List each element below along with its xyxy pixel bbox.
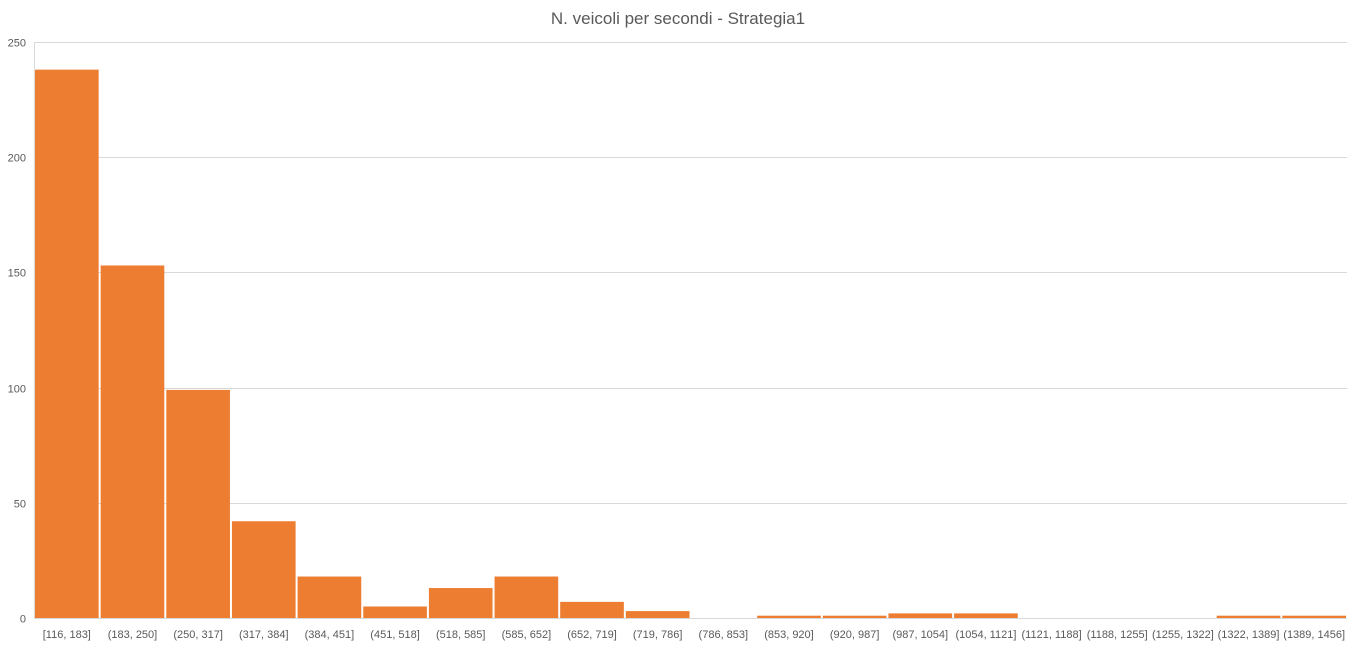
x-tick-label: (1188, 1255] [1087,629,1148,641]
bar [363,606,427,618]
bar [494,576,559,618]
x-tick-label: (451, 518] [370,629,420,641]
bar [1216,615,1281,618]
y-tick-label: 150 [8,268,26,280]
bar [428,588,493,618]
y-tick-label: 200 [8,153,26,165]
x-tick-label: (384, 451] [305,629,355,641]
x-tick-label: (719, 786] [633,629,683,641]
x-tick-label: (1322, 1389] [1218,629,1280,641]
x-tick-label: (518, 585] [436,629,486,641]
bar [231,521,296,618]
y-tick-labels: 0 50 100 150 200 250 [8,38,26,626]
bar [954,613,1018,618]
x-tick-label: (652, 719] [567,629,617,641]
x-tick-label: (786, 853] [699,629,749,641]
x-tick-label: (1054, 1121] [955,629,1016,641]
bar [297,576,362,618]
axes [34,42,1347,619]
x-tick-label: (1121, 1188] [1022,629,1082,641]
x-tick-label: (1389, 1456] [1283,629,1345,641]
bar [560,601,624,618]
x-tick-label: (250, 317] [173,629,223,641]
y-tick-label: 100 [8,384,26,396]
y-tick-label: 50 [14,499,26,511]
chart-title: N. veicoli per secondi - Strategia1 [550,9,806,28]
x-tick-label: (317, 384] [239,629,289,641]
bar [166,389,230,618]
x-tick-label: (1255, 1322] [1152,629,1214,641]
bar [888,613,953,618]
x-tick-label: (183, 250] [108,629,158,641]
x-tick-label: (987, 1054] [892,629,948,641]
bar [1282,615,1346,618]
bars [35,69,1346,618]
bar [757,615,821,618]
x-tick-label: [116, 183] [43,629,91,641]
x-tick-label: (585, 652] [502,629,552,641]
bar [35,69,99,618]
gridlines [34,42,1347,504]
y-tick-label: 0 [20,614,26,626]
bar [822,615,887,618]
bar [100,265,165,618]
y-tick-label: 250 [8,38,26,50]
x-tick-label: (920, 987] [830,629,880,641]
bar [625,611,690,618]
x-tick-label: (853, 920] [764,629,814,641]
x-tick-labels: [116, 183] (183, 250] (250, 317] (317, 384]… [43,629,1345,641]
